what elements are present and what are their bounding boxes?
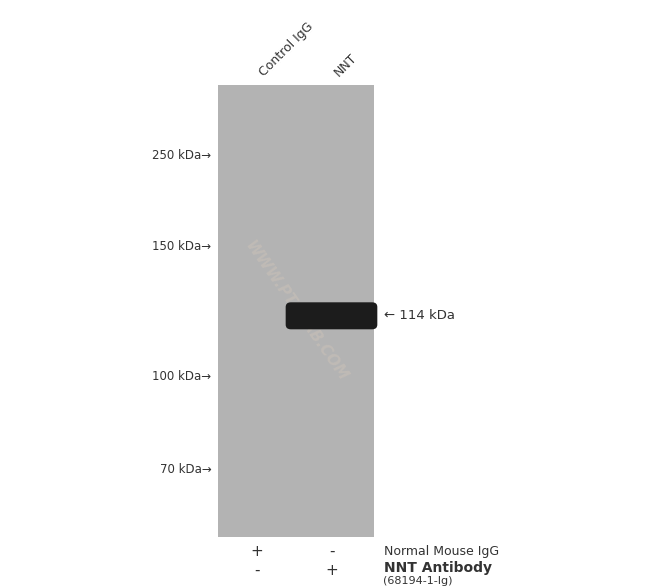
Text: -: - bbox=[254, 563, 259, 578]
Text: +: + bbox=[250, 544, 263, 559]
Text: Normal Mouse IgG: Normal Mouse IgG bbox=[384, 545, 499, 558]
Text: 150 kDa→: 150 kDa→ bbox=[152, 240, 211, 253]
Text: -: - bbox=[329, 544, 334, 559]
Text: Control IgG: Control IgG bbox=[257, 20, 316, 79]
Text: 100 kDa→: 100 kDa→ bbox=[152, 370, 211, 383]
Text: 70 kDa→: 70 kDa→ bbox=[159, 463, 211, 476]
Text: ← 114 kDa: ← 114 kDa bbox=[384, 309, 454, 322]
Text: WWW.PTGLAB.COM: WWW.PTGLAB.COM bbox=[242, 238, 350, 384]
Text: (68194-1-Ig): (68194-1-Ig) bbox=[384, 576, 453, 586]
Bar bbox=[218, 85, 374, 537]
FancyBboxPatch shape bbox=[286, 302, 377, 329]
Text: NNT Antibody: NNT Antibody bbox=[384, 561, 491, 575]
Text: +: + bbox=[325, 563, 338, 578]
Text: 250 kDa→: 250 kDa→ bbox=[152, 149, 211, 162]
Text: NNT: NNT bbox=[332, 51, 359, 79]
